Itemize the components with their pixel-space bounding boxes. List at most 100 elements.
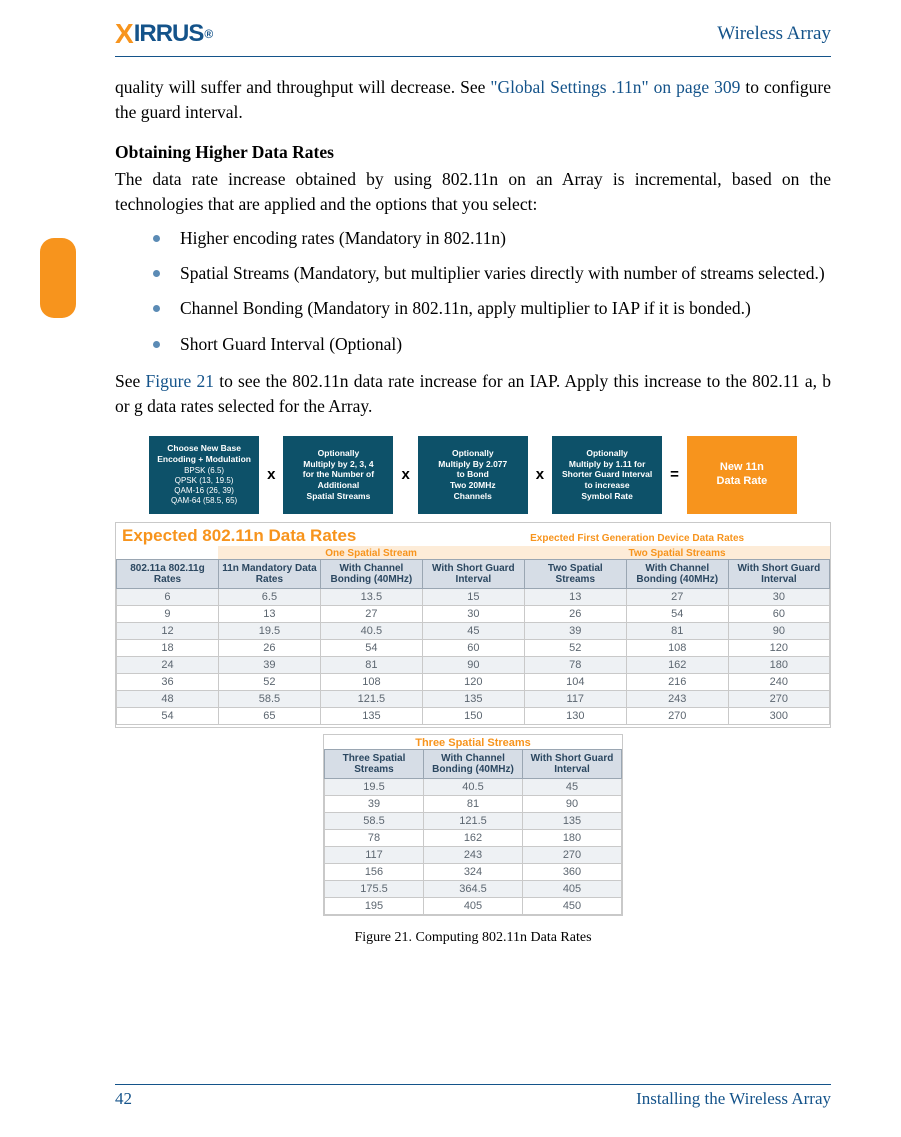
table-row: 4858.5121.5135117243270	[117, 690, 830, 707]
table-cell: 195	[325, 897, 424, 914]
table-cell: 19.5	[325, 778, 424, 795]
page-footer: 42 Installing the Wireless Array	[115, 1084, 831, 1109]
table-cell: 30	[422, 605, 524, 622]
logo-reg-icon: ®	[204, 27, 212, 41]
th: With Channel Bonding (40MHz)	[626, 559, 728, 588]
formula-box-bonding: Optionally Multiply By 2.077 to Bond Two…	[418, 436, 528, 514]
rates-table: 802.11a 802.11g Rates 11n Mandatory Data…	[116, 559, 830, 725]
formula-box-guard: Optionally Multiply by 1.11 for Shorter …	[552, 436, 662, 514]
table-cell: 216	[626, 673, 728, 690]
table-row: 117243270	[325, 846, 622, 863]
table-cell: 135	[320, 707, 422, 724]
table-cell: 162	[626, 656, 728, 673]
table-row: 19.540.545	[325, 778, 622, 795]
th: With Short Guard Interval	[523, 749, 622, 778]
th: Three Spatial Streams	[325, 749, 424, 778]
table-cell: 15	[422, 588, 524, 605]
bullet-text: Short Guard Interval (Optional)	[180, 332, 402, 357]
section-heading: Obtaining Higher Data Rates	[115, 142, 831, 163]
table-cell: 135	[523, 812, 622, 829]
formula-box-result: New 11n Data Rate	[687, 436, 797, 514]
table-cell: 162	[424, 829, 523, 846]
table-cell: 60	[728, 605, 829, 622]
table-cell: 81	[320, 656, 422, 673]
formula-box-streams: Optionally Multiply by 2, 3, 4 for the N…	[283, 436, 393, 514]
table-cell: 270	[523, 846, 622, 863]
table-cell: 6	[117, 588, 219, 605]
table-cell: 39	[524, 622, 626, 639]
table-cell: 243	[424, 846, 523, 863]
page-number: 42	[115, 1089, 132, 1109]
multiply-icon: x	[401, 466, 409, 483]
table-cell: 54	[626, 605, 728, 622]
table-row: 156324360	[325, 863, 622, 880]
group-two: Two Spatial Streams	[524, 546, 830, 559]
table-cell: 270	[728, 690, 829, 707]
doc-title: Wireless Array	[717, 23, 831, 45]
table-cell: 81	[626, 622, 728, 639]
th: With Short Guard Interval	[728, 559, 829, 588]
formula-row: Choose New Base Encoding + Modulation BP…	[115, 436, 831, 514]
table-cell: 52	[524, 639, 626, 656]
th: With Channel Bonding (40MHz)	[424, 749, 523, 778]
table-cell: 60	[422, 639, 524, 656]
table-cell: 45	[523, 778, 622, 795]
table-cell: 90	[523, 795, 622, 812]
table-cell: 65	[218, 707, 320, 724]
table-cell: 120	[728, 639, 829, 656]
table-cell: 40.5	[424, 778, 523, 795]
table-cell: 39	[325, 795, 424, 812]
formula-box-encoding: Choose New Base Encoding + Modulation BP…	[149, 436, 259, 514]
table-cell: 130	[524, 707, 626, 724]
table-row: 1826546052108120	[117, 639, 830, 656]
rates-table2-wrap: Three Spatial Streams Three Spatial Stre…	[323, 734, 623, 916]
table2-title: Three Spatial Streams	[324, 735, 622, 749]
table-cell: 360	[523, 863, 622, 880]
figure-caption: Figure 21. Computing 802.11n Data Rates	[115, 930, 831, 946]
table-cell: 117	[524, 690, 626, 707]
table-cell: 39	[218, 656, 320, 673]
table-cell: 26	[218, 639, 320, 656]
table-cell: 19.5	[218, 622, 320, 639]
multiply-icon: x	[536, 466, 544, 483]
table-cell: 121.5	[424, 812, 523, 829]
table-header-row: Three Spatial Streams With Channel Bondi…	[325, 749, 622, 778]
table-cell: 40.5	[320, 622, 422, 639]
group-titles: One Spatial Stream Two Spatial Streams	[116, 546, 830, 559]
bullet-icon	[153, 235, 160, 242]
bullet-text: Channel Bonding (Mandatory in 802.11n, a…	[180, 296, 751, 321]
rates-sub-title: Expected First Generation Device Data Ra…	[530, 533, 744, 546]
table-cell: 90	[422, 656, 524, 673]
table-cell: 108	[626, 639, 728, 656]
table-cell: 30	[728, 588, 829, 605]
table-cell: 156	[325, 863, 424, 880]
table-row: 195405450	[325, 897, 622, 914]
table-cell: 13	[218, 605, 320, 622]
th: With Channel Bonding (40MHz)	[320, 559, 422, 588]
intro-pre: quality will suffer and throughput will …	[115, 77, 490, 97]
table-cell: 175.5	[325, 880, 424, 897]
th: 11n Mandatory Data Rates	[218, 559, 320, 588]
table-row: 398190	[325, 795, 622, 812]
table-cell: 58.5	[218, 690, 320, 707]
list-item: Channel Bonding (Mandatory in 802.11n, a…	[153, 296, 831, 321]
table-row: 175.5364.5405	[325, 880, 622, 897]
table-cell: 78	[524, 656, 626, 673]
table-cell: 36	[117, 673, 219, 690]
table-cell: 58.5	[325, 812, 424, 829]
table-cell: 243	[626, 690, 728, 707]
side-tab	[40, 238, 76, 318]
bullet-icon	[153, 305, 160, 312]
list-item: Short Guard Interval (Optional)	[153, 332, 831, 357]
table-cell: 48	[117, 690, 219, 707]
table-cell: 104	[524, 673, 626, 690]
table-cell: 108	[320, 673, 422, 690]
rates-table2: Three Spatial Streams With Channel Bondi…	[324, 749, 622, 915]
table-cell: 364.5	[424, 880, 523, 897]
bullet-text: Spatial Streams (Mandatory, but multipli…	[180, 261, 825, 286]
table-row: 78162180	[325, 829, 622, 846]
link-global-settings[interactable]: "Global Settings .11n" on page 309	[490, 77, 740, 97]
table-cell: 121.5	[320, 690, 422, 707]
link-figure-21[interactable]: Figure 21	[146, 371, 214, 391]
page-header: XIRRUS® Wireless Array	[115, 18, 831, 57]
